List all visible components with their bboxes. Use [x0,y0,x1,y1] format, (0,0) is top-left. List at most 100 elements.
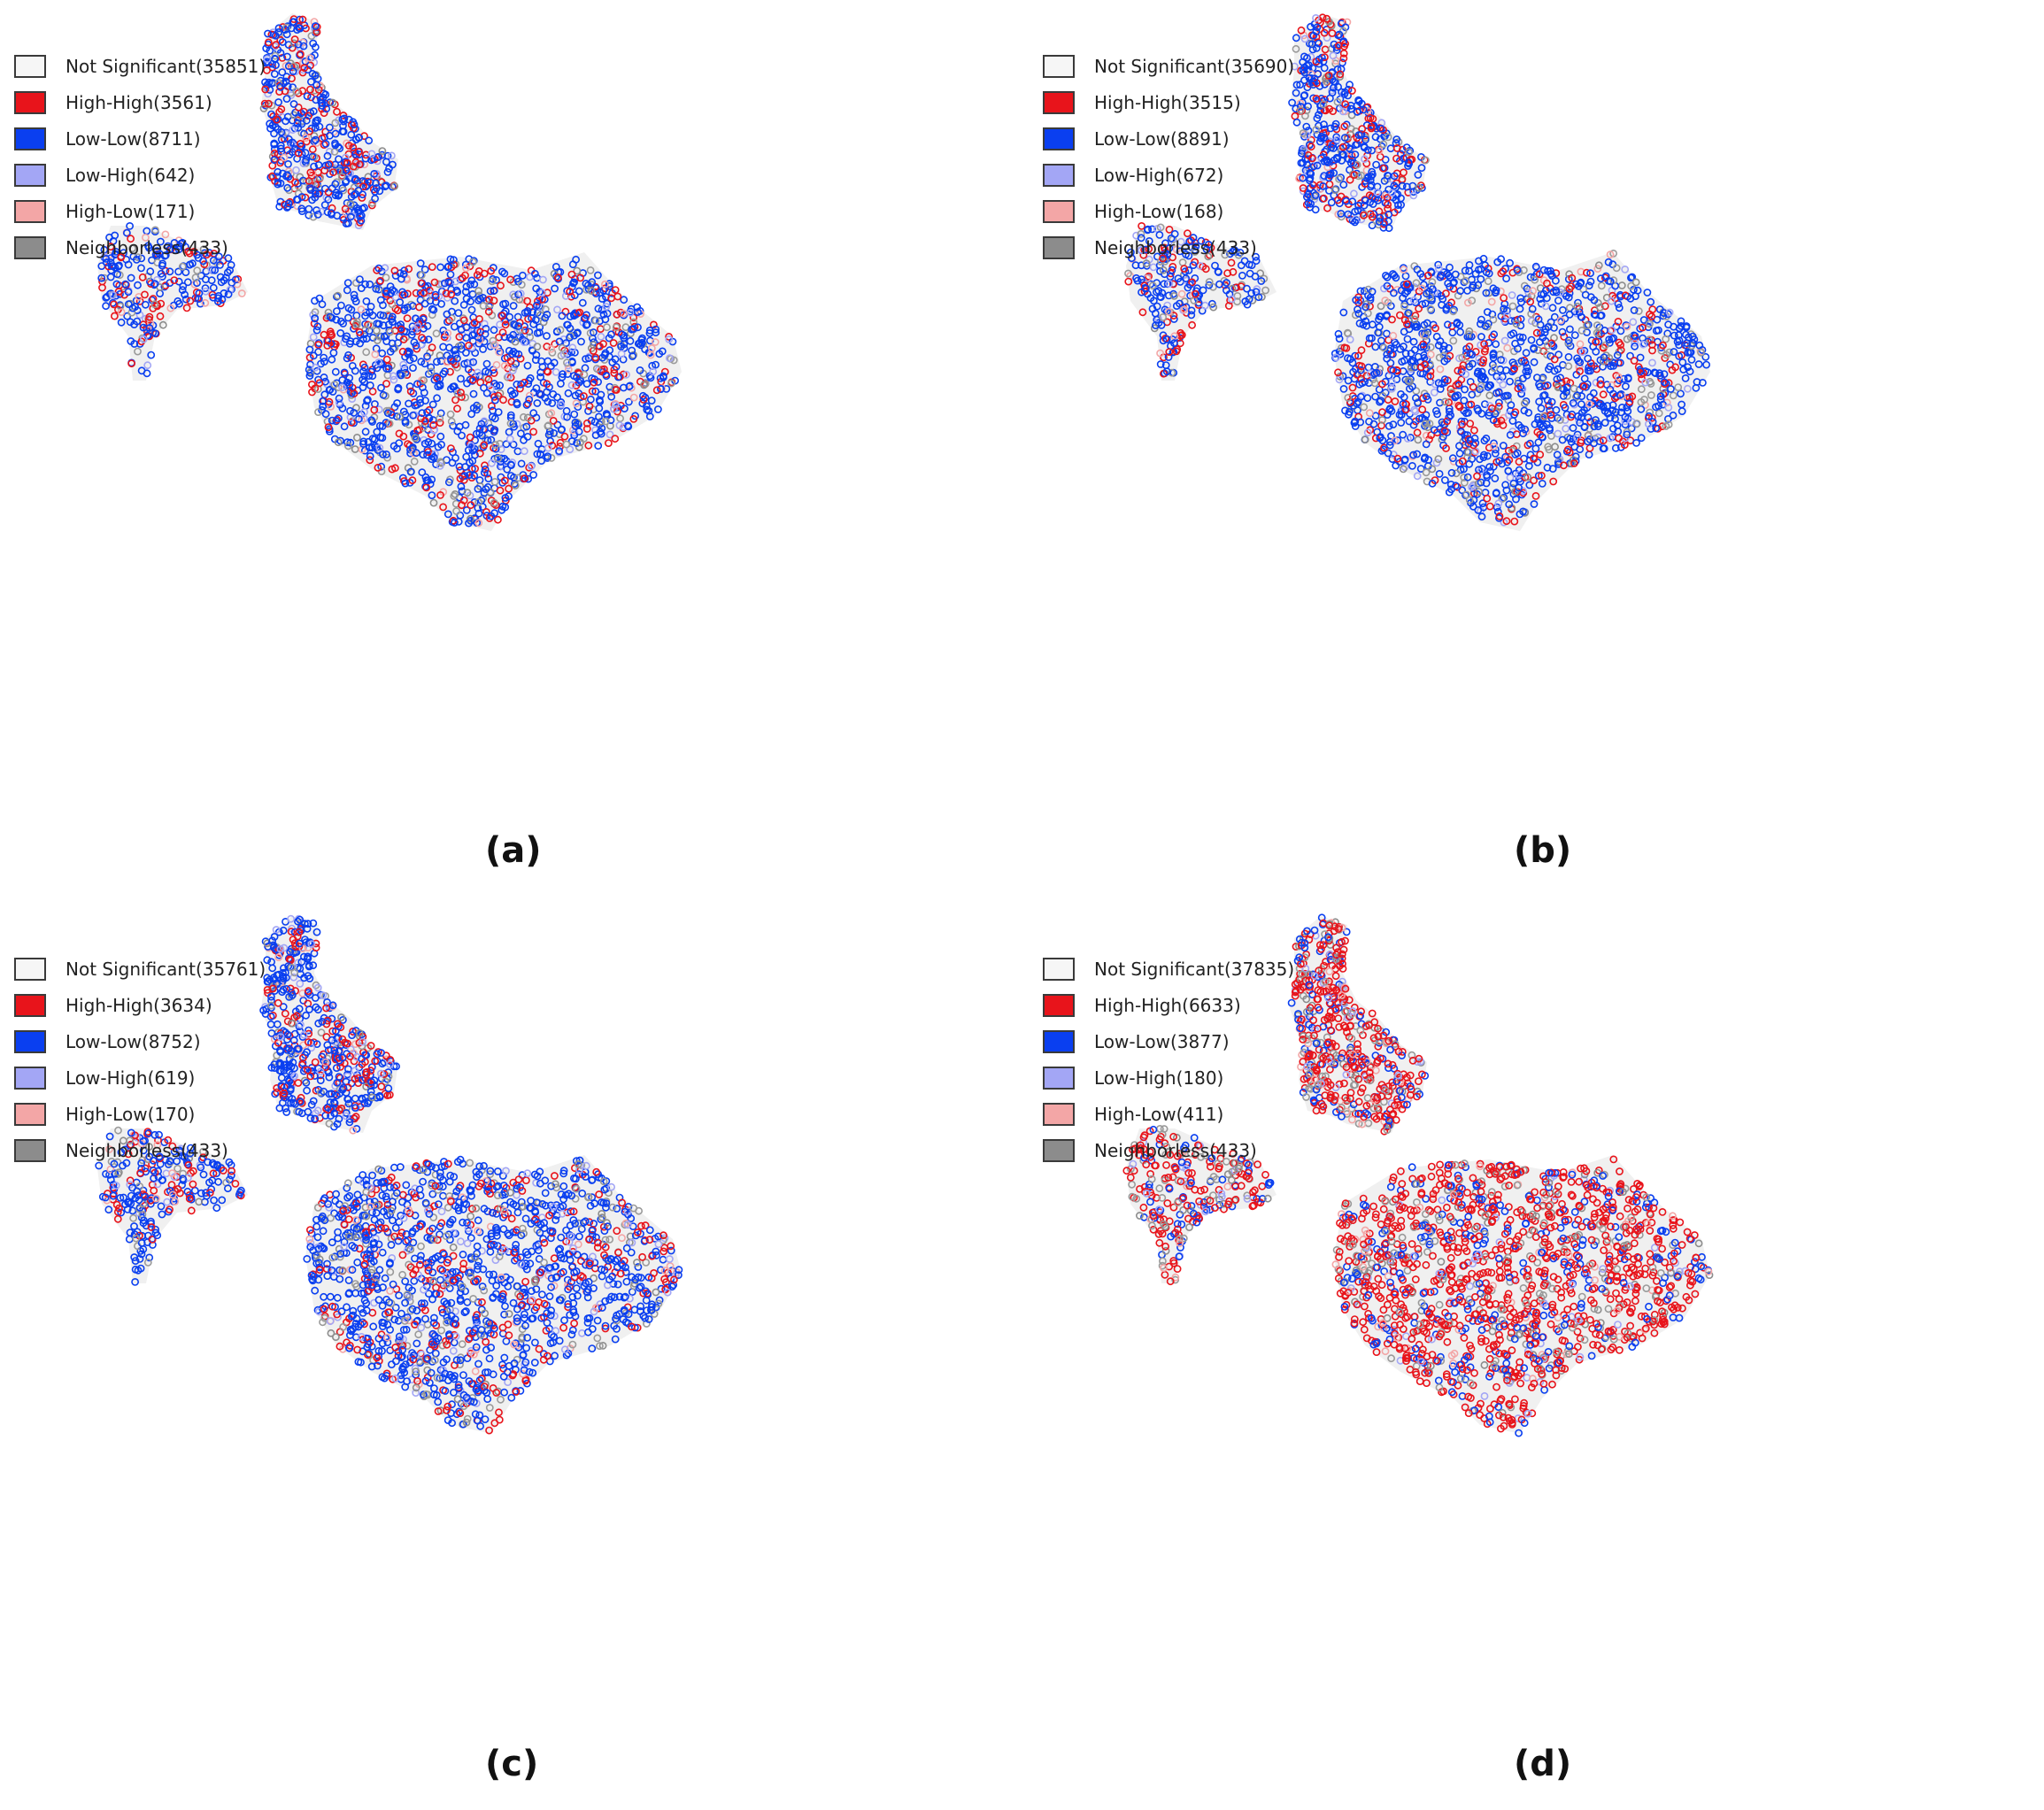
map-point [1664,403,1673,412]
map-point [282,62,290,70]
legend: Not Significant (35851) High-High (3561) L… [14,48,266,266]
map-point [1585,400,1593,408]
map-point [362,297,371,305]
map-point [1141,245,1150,254]
map-point [1361,303,1369,312]
map-point [327,402,335,411]
map-point [1392,196,1400,204]
map-point [1399,294,1407,302]
map-point [508,366,517,374]
map-point [652,386,661,395]
legend-row[interactable]: Low-Low (8711) [14,120,266,157]
map-point [274,167,282,176]
map-point [1428,479,1437,488]
map-point [1417,284,1426,293]
legend-row[interactable]: High-Low (168) [1043,193,1294,229]
map-point [1624,407,1632,415]
map-point [560,432,569,441]
map-point [342,208,351,217]
map-point [556,326,565,335]
map-point [1416,181,1425,189]
map-point [484,307,493,316]
legend-row[interactable]: High-Low (171) [14,193,266,229]
map-point [587,287,596,295]
map-point [386,347,395,356]
legend-row[interactable]: High-High (3515) [1043,84,1294,120]
map-point [314,341,322,349]
map-point [1371,434,1380,443]
map-point [570,372,578,380]
map-point [411,314,420,323]
map-point [1336,73,1344,81]
map-point [567,292,575,301]
map-point [338,404,347,412]
map-point [1465,266,1473,275]
legend-row[interactable]: Low-High (672) [1043,157,1294,193]
map-point [517,380,525,389]
map-point [137,366,146,375]
map-point [181,295,190,304]
map-point [1606,250,1615,258]
map-point [613,310,621,319]
map-point [357,305,366,314]
map-point [1421,360,1429,369]
map-point [570,410,579,419]
legend-label: Low-High [66,164,148,186]
map-point [1376,433,1385,441]
map-point [1383,354,1392,363]
map-point [1682,323,1691,332]
map-point [1514,344,1522,353]
map-point [324,336,333,345]
map-point [301,193,310,202]
legend-row[interactable]: Low-High (642) [14,157,266,193]
map-point [564,365,573,374]
map-point [1379,140,1388,149]
map-point [283,202,292,211]
map-point [480,320,489,328]
map-point [375,332,384,341]
map-point [388,312,397,321]
map-point [1313,114,1322,123]
map-point [1634,363,1643,372]
map-point [517,281,526,289]
map-point [591,431,600,439]
map-point [473,405,481,414]
map-point [586,266,595,274]
legend-row[interactable]: Not Significant (35690) [1043,48,1294,84]
map-point [331,367,340,376]
map-point [191,273,200,281]
map-point [1670,348,1678,356]
map-point [1615,376,1624,385]
map-point [1482,289,1491,297]
map-point [331,119,340,127]
legend-count: (433) [1209,236,1257,258]
legend-row[interactable]: Not Significant (35851) [14,48,266,84]
map-point [1381,297,1390,304]
map-point [1589,389,1598,397]
map-point [1312,95,1321,103]
legend-row[interactable]: Neighborless (433) [14,229,266,266]
map-point [562,339,570,347]
map-point [1390,181,1399,190]
map-point [475,424,484,433]
map-point [1365,409,1374,418]
map-point [599,310,608,319]
map-point [386,327,395,336]
map-point [1520,406,1529,415]
legend-row[interactable]: High-High (3561) [14,84,266,120]
map-point [1378,343,1387,351]
map-point [666,354,674,363]
map-point [314,408,322,416]
map-point [354,148,363,156]
map-point [429,498,438,507]
map-point [490,326,498,335]
legend-row[interactable]: Low-Low (8891) [1043,120,1294,157]
map-point [491,396,499,404]
legend-row[interactable]: Neighborless (433) [1043,229,1294,266]
map-point [1546,362,1554,371]
map-point [582,279,590,288]
map-point [1156,360,1165,368]
map-point [390,464,399,473]
map-point [1435,470,1444,478]
map-point [1395,411,1404,419]
